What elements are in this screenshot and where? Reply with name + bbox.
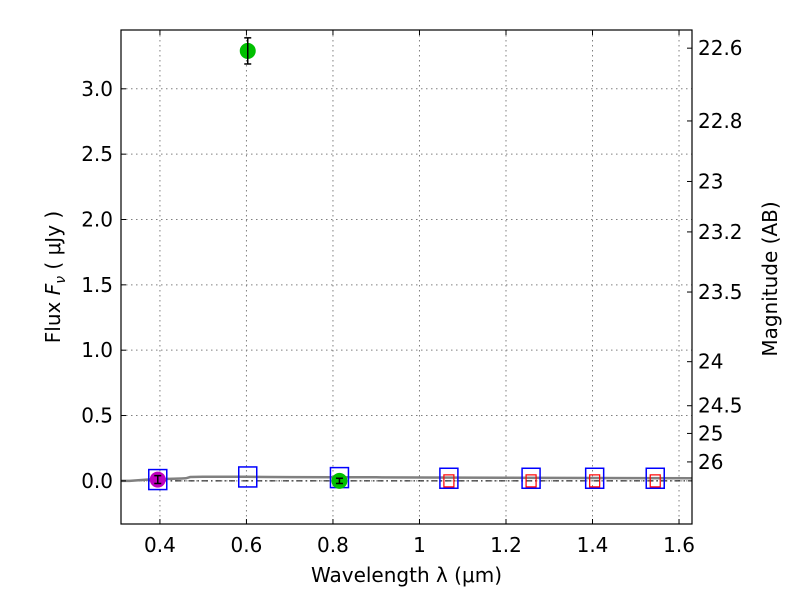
upper-limit-marker — [525, 474, 537, 488]
y2-tick-label: 23.2 — [698, 220, 743, 244]
y-tick-label: 1.0 — [81, 338, 113, 362]
model-band-marker — [584, 467, 605, 490]
y-tick-label: 0.0 — [81, 469, 113, 493]
x-tick-label: 0.6 — [231, 533, 263, 557]
tick-marks — [121, 30, 692, 524]
x-tick-label: 1.2 — [490, 533, 522, 557]
grid — [121, 30, 692, 524]
y2-tick-label: 22.8 — [698, 109, 743, 133]
x-axis-title: Wavelength λ (μm) — [311, 563, 502, 587]
y-tick-label: 3.0 — [81, 77, 113, 101]
model-band-marker — [521, 467, 541, 490]
model-band-marker — [439, 467, 459, 490]
y-axis-title-subscript: ν — [53, 276, 69, 284]
y2-axis-title: Magnitude (AB) — [758, 201, 782, 356]
x-tick-label: 0.8 — [317, 533, 349, 557]
model-band-marker — [237, 466, 258, 488]
x-tick-label: 0.4 — [144, 533, 176, 557]
model-spectrum-line — [121, 475, 693, 483]
y2-tick-label: 23.5 — [698, 280, 743, 304]
tick-labels: 0.4 0.6 0.8 1 1.2 1.4 1.6 0.0 0.5 1.0 1.5 2.0 2.5 3.0… — [81, 36, 742, 557]
y2-tick-label: 22.6 — [698, 36, 743, 60]
y-axis-title-suffix: ( μJy ) — [41, 211, 65, 276]
y2-tick-label: 24 — [698, 350, 723, 374]
y-axis-title-prefix: Flux — [41, 295, 65, 343]
y2-tick-label: 23 — [698, 169, 723, 193]
upper-limit-marker — [649, 474, 661, 488]
y-tick-label: 2.5 — [81, 142, 113, 166]
x-tick-label: 1 — [413, 533, 426, 557]
upper-limit-marker — [589, 474, 601, 488]
data-layer — [121, 37, 693, 491]
y2-tick-label: 26 — [698, 450, 723, 474]
y2-tick-label: 24.5 — [698, 394, 743, 418]
y-axis-title: Flux Fν ( μJy ) — [41, 211, 69, 343]
upper-limit-marker — [443, 474, 455, 488]
y-tick-label: 1.5 — [81, 273, 113, 297]
y2-tick-label: 25 — [698, 421, 723, 445]
model-band-marker — [645, 467, 665, 490]
model-band-marker — [148, 468, 168, 491]
plot-frame — [120, 29, 693, 525]
y-axis-title-symbol: F — [41, 283, 65, 295]
y-tick-label: 2.0 — [81, 207, 113, 231]
y-tick-label: 0.5 — [81, 404, 113, 428]
x-tick-label: 1.4 — [577, 533, 609, 557]
x-tick-label: 1.6 — [663, 533, 695, 557]
